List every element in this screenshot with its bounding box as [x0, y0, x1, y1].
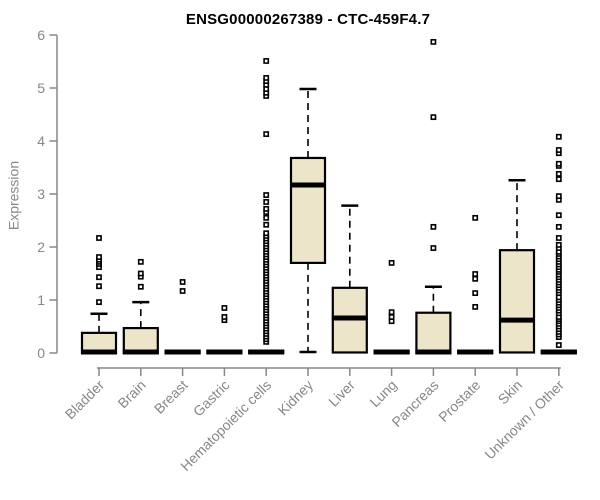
outlier-point [430, 38, 437, 45]
outlier-point [555, 170, 562, 177]
y-axis-tick-label: 1 [37, 292, 45, 308]
outlier-point [221, 305, 228, 311]
y-axis-tick-label: 2 [37, 239, 45, 255]
outlier-point [263, 58, 270, 64]
outlier-point [472, 303, 479, 310]
outlier-point [179, 288, 186, 294]
x-axis-label-unknown-other: Unknown / Other [481, 377, 567, 463]
outlier-point [472, 271, 479, 277]
outlier-point [388, 309, 395, 316]
outlier-point [263, 230, 270, 237]
outlier-point [263, 221, 270, 228]
outlier-point [555, 147, 562, 153]
outlier-point [137, 283, 144, 290]
y-axis-tick-label: 4 [37, 133, 45, 149]
x-axis-label-prostate: Prostate [435, 377, 483, 425]
outlier-point [96, 274, 102, 281]
outlier-point [137, 270, 144, 277]
outlier-point [555, 160, 562, 167]
outlier-point [263, 75, 270, 81]
y-axis-title: Expression [5, 160, 22, 231]
chart-title: ENSG00000267389 - CTC-459F4.7 [185, 11, 431, 28]
outlier-point [555, 193, 562, 200]
outlier-point [263, 214, 270, 221]
outlier-point [96, 235, 102, 241]
outlier-point [472, 290, 479, 297]
outlier-point [555, 133, 562, 140]
outlier-point [555, 235, 562, 241]
x-axis-label-kidney: Kidney [275, 377, 317, 419]
x-axis-label-breast: Breast [151, 377, 191, 417]
outlier-point [263, 199, 270, 205]
outlier-point [472, 214, 479, 221]
outlier-point [263, 131, 270, 138]
outlier-point [388, 314, 395, 320]
outlier-point [555, 342, 562, 348]
outlier-point [137, 258, 144, 265]
outlier-point [430, 114, 437, 121]
box-pancreas [415, 311, 452, 355]
outlier-point [430, 245, 437, 251]
outlier-point [555, 223, 562, 230]
x-axis-label-skin: Skin [495, 377, 526, 408]
y-axis-tick-label: 0 [37, 345, 45, 361]
outlier-point [96, 254, 102, 260]
x-axis-label-brain: Brain [114, 377, 148, 411]
outlier-point [179, 279, 186, 285]
outlier-point [555, 176, 562, 183]
outlier-point [472, 275, 479, 282]
box-brain [122, 326, 159, 355]
x-axis-label-lung: Lung [366, 377, 399, 410]
outlier-point [263, 192, 270, 198]
outlier-point [430, 223, 437, 230]
outlier-point [263, 205, 270, 212]
y-axis-tick-label: 6 [37, 27, 45, 43]
outlier-point [221, 314, 228, 320]
outlier-point [555, 241, 562, 248]
x-axis-label-bladder: Bladder [62, 377, 108, 423]
outlier-point [388, 259, 395, 266]
outlier-point [96, 283, 102, 290]
box-kidney [289, 156, 327, 265]
outlier-point [555, 212, 562, 219]
y-axis-tick-label: 3 [37, 186, 45, 202]
y-axis-tick-label: 5 [37, 80, 45, 96]
box-skin [498, 249, 536, 354]
outlier-point [96, 299, 102, 306]
x-axis-label-liver: Liver [325, 377, 358, 410]
